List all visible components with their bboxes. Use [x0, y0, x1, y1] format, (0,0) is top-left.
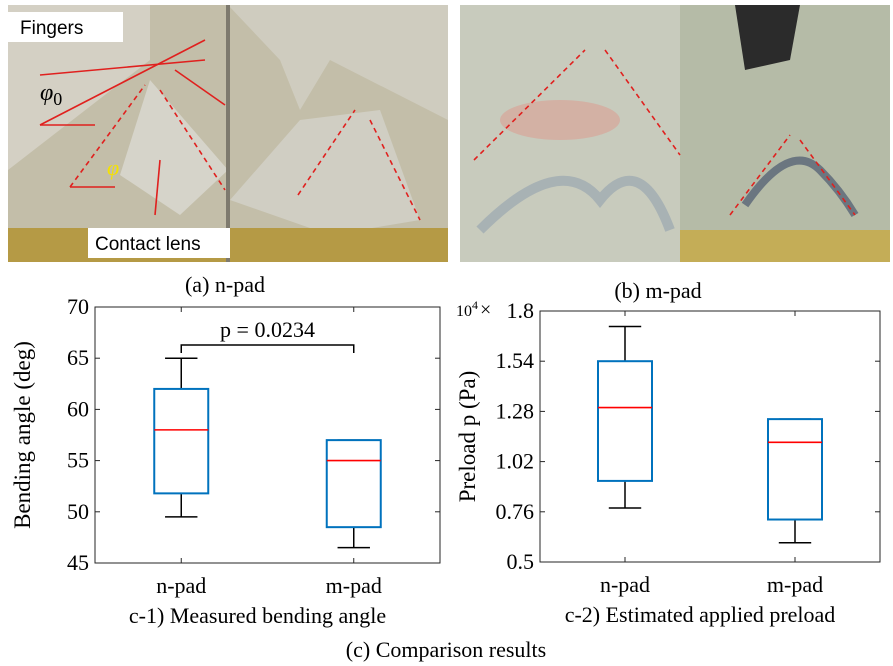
photo-m-pad	[460, 5, 890, 262]
caption-a: (a) n-pad	[185, 272, 265, 297]
box	[325, 439, 382, 529]
box	[153, 387, 210, 495]
multiplier-exponent: 4	[472, 298, 478, 312]
x-tick-label: n-pad	[156, 573, 206, 598]
chart-caption: c-1) Measured bending angle	[129, 603, 386, 628]
y-tick-label: 50	[67, 499, 89, 524]
y-tick-label: 0.76	[496, 499, 535, 524]
y-axis-label: Bending angle (deg)	[10, 341, 35, 529]
phi0-label: φ0	[40, 80, 62, 109]
significance-bracket	[180, 344, 355, 353]
fingers-label: Fingers	[20, 18, 83, 39]
contact-lens-label: Contact lens	[95, 234, 201, 255]
axes-box	[539, 310, 881, 563]
y-tick-label: 60	[67, 396, 89, 421]
photo-n-pad: Fingers Contact lens φ0 φ	[8, 5, 448, 262]
y-tick-label: 65	[67, 345, 89, 370]
y-axis-label: Preload p (Pa)	[455, 371, 480, 503]
y-tick-label: 45	[67, 550, 89, 575]
multiplier-times: ×	[480, 299, 491, 321]
y-tick-label: 1.54	[496, 348, 535, 373]
box	[597, 360, 653, 482]
phi0-symbol: φ	[40, 80, 53, 106]
chart-caption: c-2) Estimated applied preload	[565, 602, 836, 627]
phi0-subscript: 0	[53, 89, 62, 109]
caption-b: (b) m-pad	[614, 278, 701, 303]
y-tick-label: 1.02	[496, 449, 535, 474]
x-tick-label: n-pad	[600, 572, 650, 597]
significance-label: p = 0.0234	[220, 317, 315, 342]
x-tick-label: m-pad	[326, 573, 382, 598]
y-tick-label: 70	[67, 294, 89, 319]
multiplier-base: 10	[456, 303, 472, 320]
axes-box	[94, 306, 441, 564]
y-tick-label: 55	[67, 448, 89, 473]
y-multiplier: 104 ×	[456, 298, 491, 321]
y-tick-label: 1.8	[507, 298, 535, 323]
x-tick-label: m-pad	[767, 572, 823, 597]
box	[767, 418, 823, 521]
y-tick-label: 1.28	[496, 398, 535, 423]
y-tick-label: 0.5	[507, 549, 535, 574]
phi-label: φ	[107, 155, 119, 180]
figure-caption: (c) Comparison results	[346, 637, 546, 662]
